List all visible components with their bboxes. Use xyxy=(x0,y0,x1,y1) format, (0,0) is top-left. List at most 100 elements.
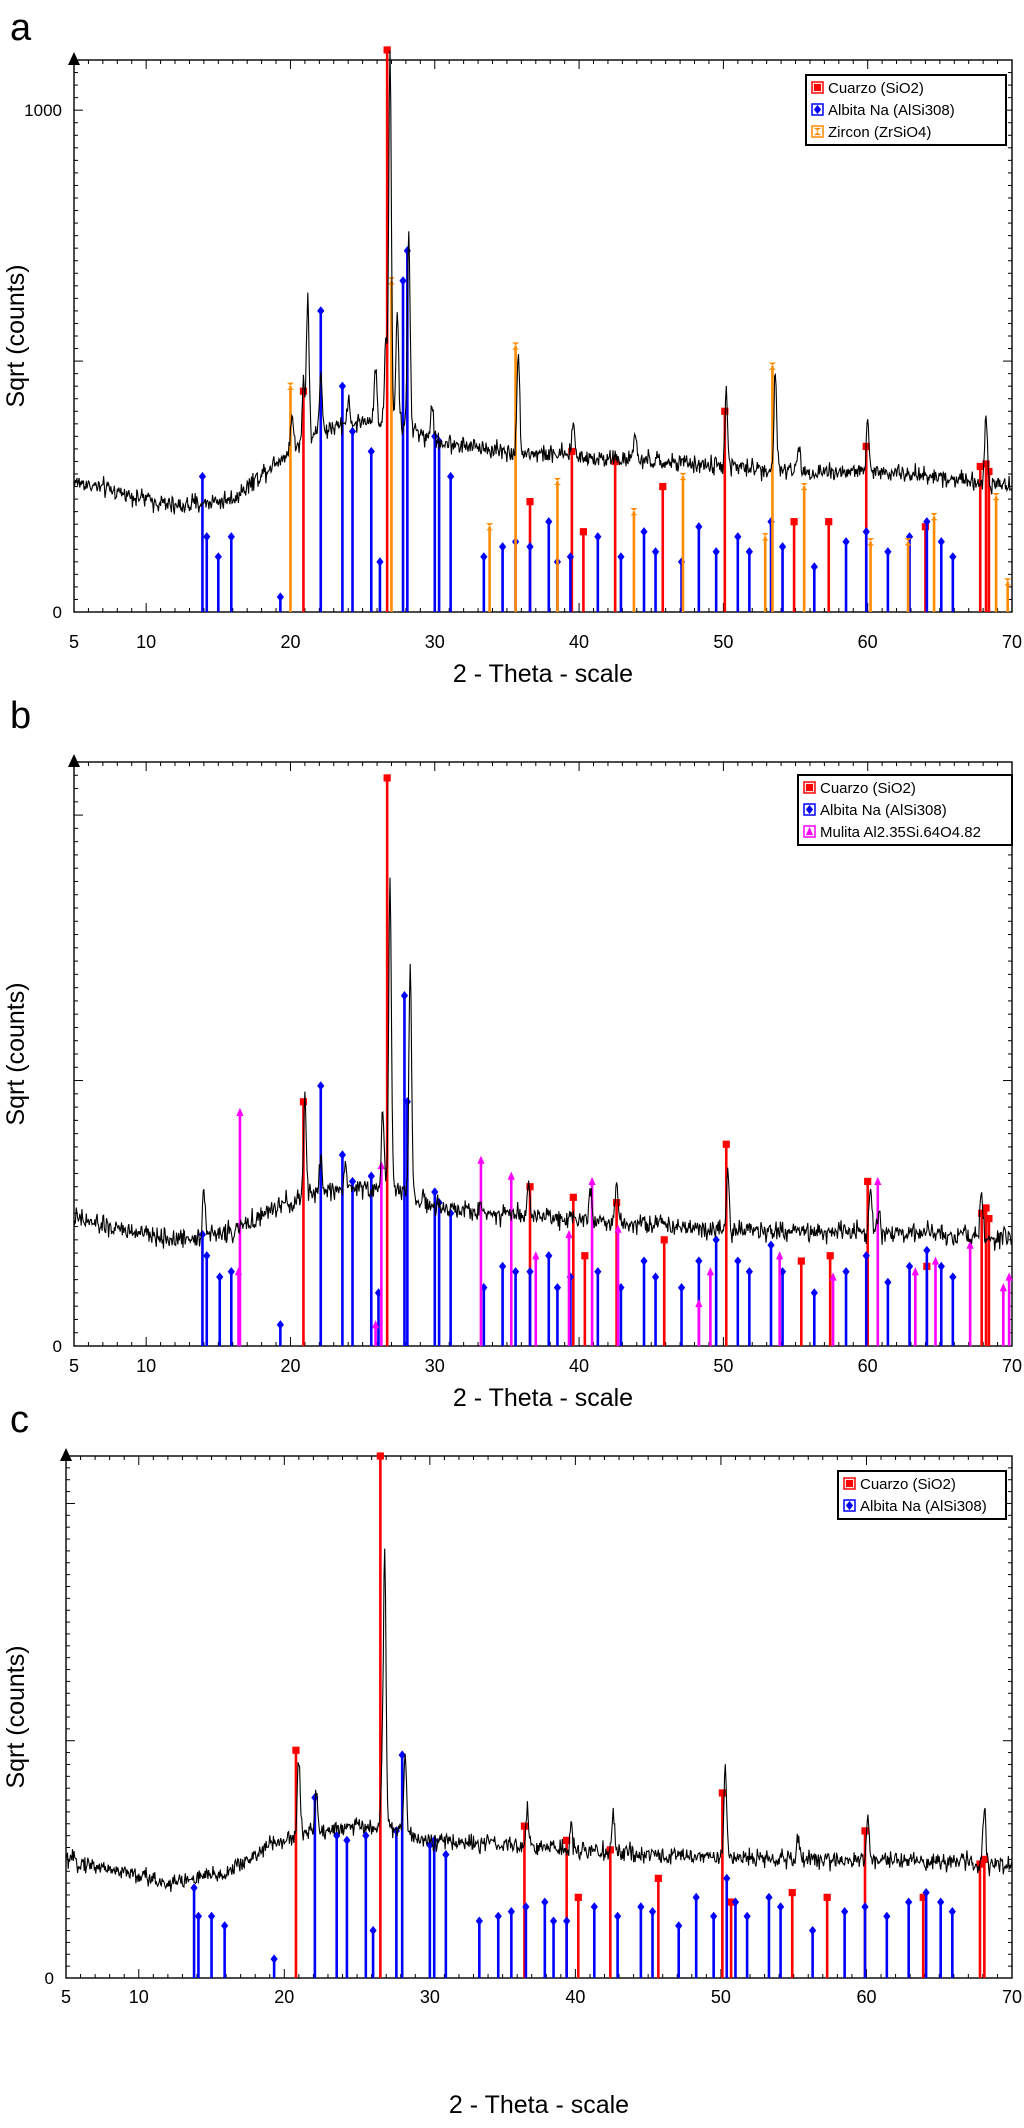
stick-marker xyxy=(403,1097,411,1107)
x-tick-label: 5 xyxy=(69,632,79,652)
stick-marker xyxy=(765,1892,773,1902)
series-square xyxy=(292,1452,988,1978)
legend-label: Albita Na (AlSi308) xyxy=(860,1498,987,1515)
stick-marker xyxy=(317,306,325,316)
stick-marker xyxy=(299,387,308,395)
legend-marker xyxy=(805,804,814,815)
stick-marker xyxy=(948,1906,956,1917)
stick-marker xyxy=(810,1288,818,1298)
stick-marker xyxy=(276,592,284,602)
series-square xyxy=(299,774,993,1346)
x-tick-label: 70 xyxy=(1002,1356,1022,1376)
measured-pattern xyxy=(73,50,1013,515)
stick-marker xyxy=(292,1746,300,1754)
stick-marker xyxy=(809,1925,817,1936)
stick-marker xyxy=(648,1906,657,1917)
legend-marker xyxy=(845,1479,854,1488)
stick-marker xyxy=(923,517,931,527)
x-tick-label: 10 xyxy=(136,1356,156,1376)
stick-marker xyxy=(612,1199,621,1207)
x-tick-label: 20 xyxy=(274,1987,294,2007)
x-tick-label: 40 xyxy=(565,1987,585,2007)
stick-marker xyxy=(549,1916,558,1926)
x-tick-label: 40 xyxy=(569,632,589,652)
stick-marker xyxy=(486,523,494,531)
stick-marker xyxy=(511,1267,520,1277)
stick-marker xyxy=(442,1850,450,1860)
stick-marker xyxy=(594,1267,602,1277)
stick-marker xyxy=(651,547,660,557)
legend-box xyxy=(797,774,1013,846)
legend-label: Cuarzo (SiO2) xyxy=(828,80,924,97)
stick-marker xyxy=(695,1256,703,1266)
stick-marker xyxy=(376,557,384,567)
stick-marker xyxy=(712,547,720,557)
stick-marker xyxy=(797,1257,805,1265)
series-triangle xyxy=(234,1107,1013,1346)
stick-marker xyxy=(630,508,638,516)
legend-item: Cuarzo (SiO2) xyxy=(811,80,924,97)
stick-marker xyxy=(399,276,407,286)
stick-marker xyxy=(588,1176,596,1186)
stick-marker xyxy=(317,1081,325,1091)
stick-marker xyxy=(826,1252,834,1260)
stick-marker xyxy=(338,381,347,391)
x-axis-label: 2 - Theta - scale xyxy=(453,1384,633,1412)
stick-marker xyxy=(651,1272,660,1282)
stick-marker xyxy=(574,1893,582,1901)
stick-marker xyxy=(526,498,534,506)
stick-marker xyxy=(498,1261,507,1271)
stick-marker xyxy=(372,1320,380,1329)
legend-marker xyxy=(813,104,822,115)
stick-marker xyxy=(842,537,850,547)
stick-marker xyxy=(526,1183,534,1191)
stick-marker xyxy=(982,1204,990,1212)
stick-marker xyxy=(565,1229,573,1239)
stick-marker xyxy=(712,1235,720,1245)
stick-marker xyxy=(207,1911,216,1921)
stick-marker xyxy=(734,532,742,542)
stick-marker xyxy=(923,1245,931,1256)
stick-marker xyxy=(911,1267,919,1276)
stick-marker xyxy=(553,1283,562,1293)
stick-marker xyxy=(617,552,625,562)
panel-label: a xyxy=(10,7,32,49)
stick-marker xyxy=(921,523,930,531)
stick-marker xyxy=(788,1888,796,1897)
stick-marker xyxy=(761,533,769,541)
stick-marker xyxy=(883,1911,891,1921)
stick-marker xyxy=(198,1229,207,1240)
legend-item: Albita Na (AlSi308) xyxy=(803,802,947,819)
stick-marker xyxy=(477,1155,485,1164)
stick-marker xyxy=(768,362,777,370)
stick-marker xyxy=(579,528,588,536)
chart-panel-a: a 5 10 20 30 40 50 60 70 0 1000 2 - Theta - scale Sq… xyxy=(2,7,1022,688)
stick-marker xyxy=(475,1916,483,1926)
stick-marker xyxy=(299,1098,308,1106)
stick-marker xyxy=(286,382,295,390)
stick-marker xyxy=(545,517,553,527)
stick-marker xyxy=(884,547,892,557)
x-tick-label: 60 xyxy=(856,1987,876,2007)
stick-marker xyxy=(790,518,798,526)
x-tick-label: 40 xyxy=(569,1356,589,1376)
stick-marker xyxy=(949,1272,957,1282)
stick-marker xyxy=(214,552,222,562)
stick-marker xyxy=(545,1251,553,1261)
legend-box xyxy=(805,74,1007,146)
chart-panel-c: c 5 10 20 30 40 50 60 70 0 2 - Theta - scale Sqrt (… xyxy=(2,1399,1022,2119)
legend: Cuarzo (SiO2) Albita Na (AlSi308) Zircon (… xyxy=(805,74,1007,146)
x-tick-label: 20 xyxy=(280,632,300,652)
stick-marker xyxy=(221,1921,229,1931)
stick-marker xyxy=(431,1187,439,1197)
series-bowtie xyxy=(286,277,1012,612)
stick-marker xyxy=(692,1892,700,1902)
stick-marker xyxy=(743,1911,751,1921)
stick-marker xyxy=(227,532,235,542)
stick-marker xyxy=(611,457,619,466)
stick-marker xyxy=(447,471,455,482)
stick-marker xyxy=(727,1898,735,1906)
x-tick-label: 30 xyxy=(425,632,445,652)
stick-marker xyxy=(660,1236,668,1244)
stick-marker xyxy=(734,1256,742,1266)
